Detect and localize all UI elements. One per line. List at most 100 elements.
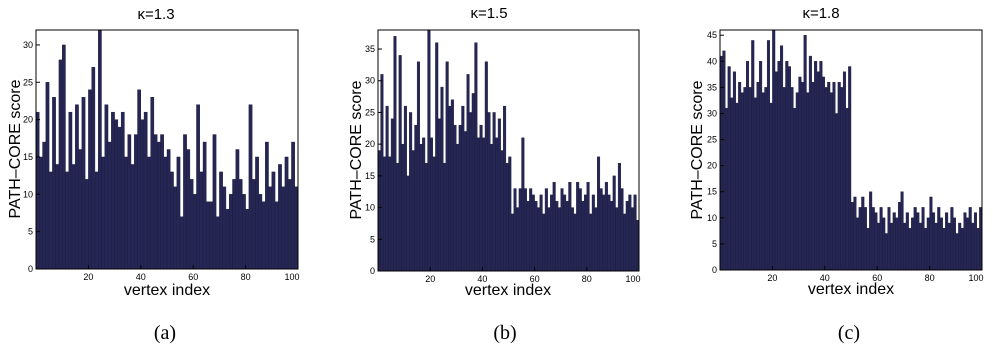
bar [235, 149, 240, 270]
bar [607, 194, 611, 272]
bar [790, 87, 794, 271]
bar [921, 207, 925, 271]
bar [471, 93, 475, 272]
bar [759, 61, 763, 271]
bar [440, 86, 444, 272]
bar [261, 201, 266, 270]
bar [897, 201, 901, 271]
bar [516, 207, 520, 272]
bar [130, 164, 135, 270]
bar [255, 156, 259, 270]
y-tick-label: 5 [712, 239, 717, 249]
bar [265, 141, 269, 270]
bar [918, 222, 922, 271]
caption-a: (a) [154, 322, 176, 344]
bar [793, 108, 797, 271]
bar [968, 207, 972, 271]
bar [787, 66, 791, 271]
bar [513, 188, 517, 272]
bar [612, 175, 616, 272]
tick-group: 0 5 10 15 20 25 30 35 20 40 60 80 100 [365, 44, 641, 284]
bar [945, 212, 949, 271]
y-tick-label: 10 [707, 213, 717, 223]
bar [576, 182, 580, 272]
bar [795, 92, 799, 271]
bar [469, 112, 473, 272]
bar [484, 61, 488, 272]
bar [811, 81, 815, 271]
bar-series [719, 29, 983, 271]
bar [803, 35, 807, 271]
bar [456, 143, 460, 272]
bar [863, 207, 867, 271]
bar [874, 212, 878, 271]
x-tick-label: 100 [284, 272, 299, 282]
bar [474, 42, 478, 272]
bar [583, 194, 588, 272]
bar [821, 76, 825, 271]
bar [937, 207, 941, 271]
bar [604, 182, 608, 272]
y-tick-label: 15 [707, 187, 717, 197]
bar [238, 179, 243, 270]
plot-frame [377, 29, 640, 272]
bar [81, 97, 86, 270]
tick-group: 0 5 10 15 20 25 30 35 40 45 20 40 60 80 100 [707, 30, 984, 283]
x-axis-label: vertex index [124, 282, 210, 299]
bar [163, 156, 168, 270]
bar [882, 217, 886, 271]
bar [134, 134, 138, 270]
bar [814, 61, 818, 271]
bar [443, 162, 447, 272]
x-tick-label: 80 [925, 273, 935, 283]
y-tick-label: 30 [707, 108, 717, 118]
bar [487, 112, 491, 272]
bar [560, 188, 564, 272]
bar [625, 201, 629, 272]
bar [117, 126, 122, 270]
bar [620, 188, 624, 272]
bar [98, 29, 102, 270]
bar [65, 171, 69, 270]
bar [427, 29, 431, 272]
bar [932, 212, 936, 271]
bar [215, 216, 220, 270]
bar [879, 207, 883, 271]
bar [120, 111, 125, 270]
bar [746, 61, 750, 271]
bar [173, 186, 178, 270]
bar [232, 179, 236, 270]
x-tick-label: 20 [767, 273, 777, 283]
bar [274, 201, 279, 270]
bar [832, 81, 836, 271]
bar [903, 222, 907, 271]
bar [570, 207, 574, 272]
bar [824, 87, 828, 271]
bar [147, 156, 151, 270]
bar [568, 182, 572, 272]
bar [124, 156, 128, 270]
x-tick-label: 60 [530, 274, 540, 284]
bar [492, 112, 496, 272]
y-axis-label: PATH–CORE score [7, 79, 24, 218]
bar [251, 179, 256, 270]
bar [523, 188, 527, 272]
bar [258, 194, 263, 270]
x-tick-label: 60 [188, 272, 198, 282]
bar [801, 81, 805, 271]
bar [294, 186, 299, 270]
bar [414, 124, 418, 272]
y-axis-label: PATH–CORE score [348, 80, 365, 219]
bar [479, 124, 483, 272]
bar [406, 175, 410, 272]
chart-title: κ=1.5 [470, 5, 507, 22]
y-tick-label: 5 [28, 227, 33, 237]
bar [212, 134, 217, 270]
y-tick-label: 35 [707, 82, 717, 92]
bar [419, 143, 423, 272]
x-tick-label: 40 [136, 272, 146, 282]
bar [963, 212, 967, 271]
bar [476, 137, 480, 272]
y-tick-label: 20 [365, 139, 375, 149]
bar [383, 156, 387, 272]
